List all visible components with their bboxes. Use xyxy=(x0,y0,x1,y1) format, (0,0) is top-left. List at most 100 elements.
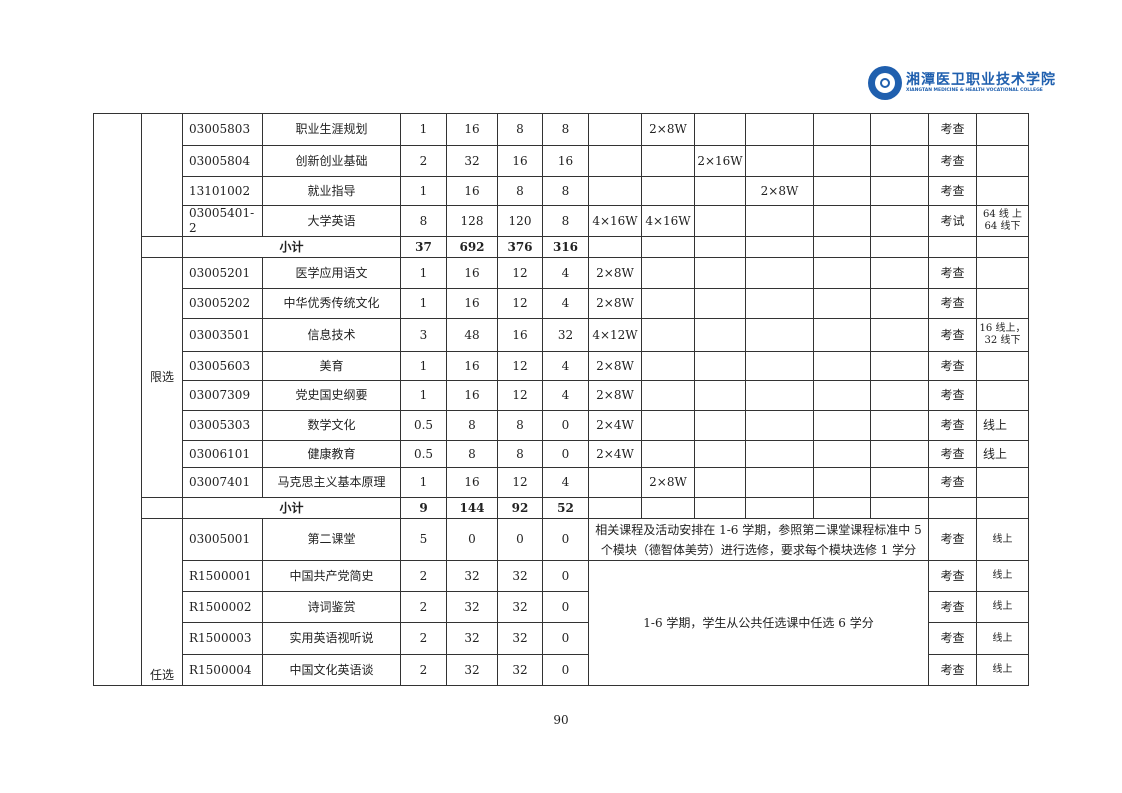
subtotal-practice-hours: 316 xyxy=(542,236,589,258)
subtotal-practice-hours: 52 xyxy=(542,497,589,519)
total-hours: 16 xyxy=(446,176,498,206)
assessment-type: 考查 xyxy=(928,440,977,468)
semester-5-hours xyxy=(813,205,871,237)
course-name: 信息技术 xyxy=(262,318,401,352)
semester-6-hours xyxy=(870,410,929,441)
theory-hours: 12 xyxy=(497,257,543,289)
theory-hours: 12 xyxy=(497,380,543,411)
credit: 8 xyxy=(400,205,447,237)
semester-5-hours xyxy=(813,257,871,289)
course-code: 03007401 xyxy=(182,467,263,498)
semester-5-hours xyxy=(813,176,871,206)
total-hours: 16 xyxy=(446,257,498,289)
theory-hours: 8 xyxy=(497,176,543,206)
table-row: 03005803 职业生涯规划 1 16 8 8 2×8W 考查 xyxy=(93,113,1029,686)
table-row: R1500001 中国共产党简史 2 32 32 0 1-6 学期，学生从公共任选课中任选 … xyxy=(94,560,1029,686)
theory-hours: 32 xyxy=(497,591,543,623)
credit: 1 xyxy=(400,351,447,381)
assessment-type: 考查 xyxy=(928,560,977,592)
semester-4-hours xyxy=(745,410,814,441)
semester-1-hours: 2×4W xyxy=(588,440,642,468)
semester-5-hours xyxy=(813,113,871,146)
credit: 5 xyxy=(400,518,447,561)
semester-5-hours xyxy=(813,288,871,319)
course-name: 第二课堂 xyxy=(262,518,401,561)
remarks xyxy=(976,351,1029,381)
semester-2-hours xyxy=(641,351,695,381)
subtotal-empty-cell xyxy=(976,236,1029,258)
theory-hours: 16 xyxy=(497,145,543,177)
semester-2-hours xyxy=(641,145,695,177)
credit: 1 xyxy=(400,380,447,411)
subtotal-row: 小计 37 692 376 316 xyxy=(94,236,1029,258)
semester-6-hours xyxy=(870,176,929,206)
subtotal-empty-cell xyxy=(870,236,929,258)
semester-2-hours xyxy=(641,440,695,468)
subtotal-empty-cell xyxy=(745,236,814,258)
semester-1-hours: 2×4W xyxy=(588,410,642,441)
remarks: 64 线 上 64 线下 xyxy=(976,205,1029,237)
table-row: R1500002 诗词鉴赏 2 32 32 0 考查 线上 xyxy=(94,591,1029,623)
semester-3-hours xyxy=(694,288,746,319)
credit: 0.5 xyxy=(400,440,447,468)
page-number: 90 xyxy=(553,713,569,727)
table-row: 限选 03005201 医学应用语文 1 16 12 4 2×8W 考查 xyxy=(94,257,1029,498)
semester-2-hours xyxy=(641,410,695,441)
course-name: 中国共产党简史 xyxy=(262,560,401,592)
course-name: 就业指导 xyxy=(262,176,401,206)
credit: 1 xyxy=(400,467,447,498)
semester-3-hours xyxy=(694,205,746,237)
practice-hours: 0 xyxy=(542,560,589,592)
practice-hours: 0 xyxy=(542,654,589,686)
arrangement-note: 相关课程及活动安排在 1-6 学期，参照第二课堂课程标准中 5 个模块（德智体美… xyxy=(588,518,929,561)
semester-5-hours xyxy=(813,467,871,498)
semester-4-hours xyxy=(745,440,814,468)
subtotal-credit: 9 xyxy=(400,497,447,519)
remarks: 线上 xyxy=(976,654,1029,686)
theory-hours: 16 xyxy=(497,318,543,352)
logo-english-name: XIANGTAN MEDICINE & HEALTH VOCATIONAL CO… xyxy=(906,88,1043,93)
theory-hours: 12 xyxy=(497,467,543,498)
logo-chinese-name: 湘潭医卫职业技术学院 xyxy=(906,72,1056,88)
total-hours: 128 xyxy=(446,205,498,237)
course-name: 职业生涯规划 xyxy=(262,113,401,146)
remarks: 16 线上，32 线下 xyxy=(976,318,1029,352)
table-row: 03007401 马克思主义基本原理 1 16 12 4 2×8W 考查 xyxy=(94,467,1029,498)
remarks: 线上 xyxy=(976,518,1029,561)
table-row: 03003501 信息技术 3 48 16 32 4×12W 考查 16 线上，32 线下 xyxy=(94,318,1029,352)
table-row: 03007309 党史国史纲要 1 16 12 4 2×8W 考查 xyxy=(94,380,1029,411)
course-code: 03005303 xyxy=(182,410,263,441)
assessment-type: 考试 xyxy=(928,205,977,237)
total-hours: 0 xyxy=(446,518,498,561)
assessment-type: 考查 xyxy=(928,380,977,411)
group-label xyxy=(141,113,183,237)
subtotal-total-hours: 692 xyxy=(446,236,498,258)
semester-6-hours xyxy=(870,351,929,381)
group-label: 任选 xyxy=(141,518,183,686)
course-name: 大学英语 xyxy=(262,205,401,237)
practice-hours: 0 xyxy=(542,622,589,655)
course-code: R1500002 xyxy=(182,591,263,623)
theory-hours: 0 xyxy=(497,518,543,561)
remarks xyxy=(976,467,1029,498)
subtotal-label: 小计 xyxy=(182,236,401,258)
subtotal-total-hours: 144 xyxy=(446,497,498,519)
total-hours: 32 xyxy=(446,654,498,686)
subtotal-empty-cell xyxy=(745,497,814,519)
table-row: 03005401-2 大学英语 8 128 120 8 4×16W 4×16W 考试 64 线 上… xyxy=(94,205,1029,237)
table-row: 03005603 美育 1 16 12 4 2×8W 考查 xyxy=(94,351,1029,381)
assessment-type: 考查 xyxy=(928,318,977,352)
subtotal-row: 小计 9 144 92 52 xyxy=(94,497,1029,519)
semester-6-hours xyxy=(870,380,929,411)
remarks xyxy=(976,113,1029,146)
semester-6-hours xyxy=(870,205,929,237)
table-row: 03005804 创新创业基础 2 32 16 16 2×16W 考查 xyxy=(94,145,1029,177)
subtotal-empty-cell xyxy=(641,497,695,519)
semester-2-hours: 2×8W xyxy=(641,113,695,146)
semester-1-hours: 4×12W xyxy=(588,318,642,352)
semester-4-hours xyxy=(745,380,814,411)
semester-4-hours xyxy=(745,467,814,498)
total-hours: 16 xyxy=(446,113,498,146)
semester-6-hours xyxy=(870,288,929,319)
total-hours: 32 xyxy=(446,145,498,177)
